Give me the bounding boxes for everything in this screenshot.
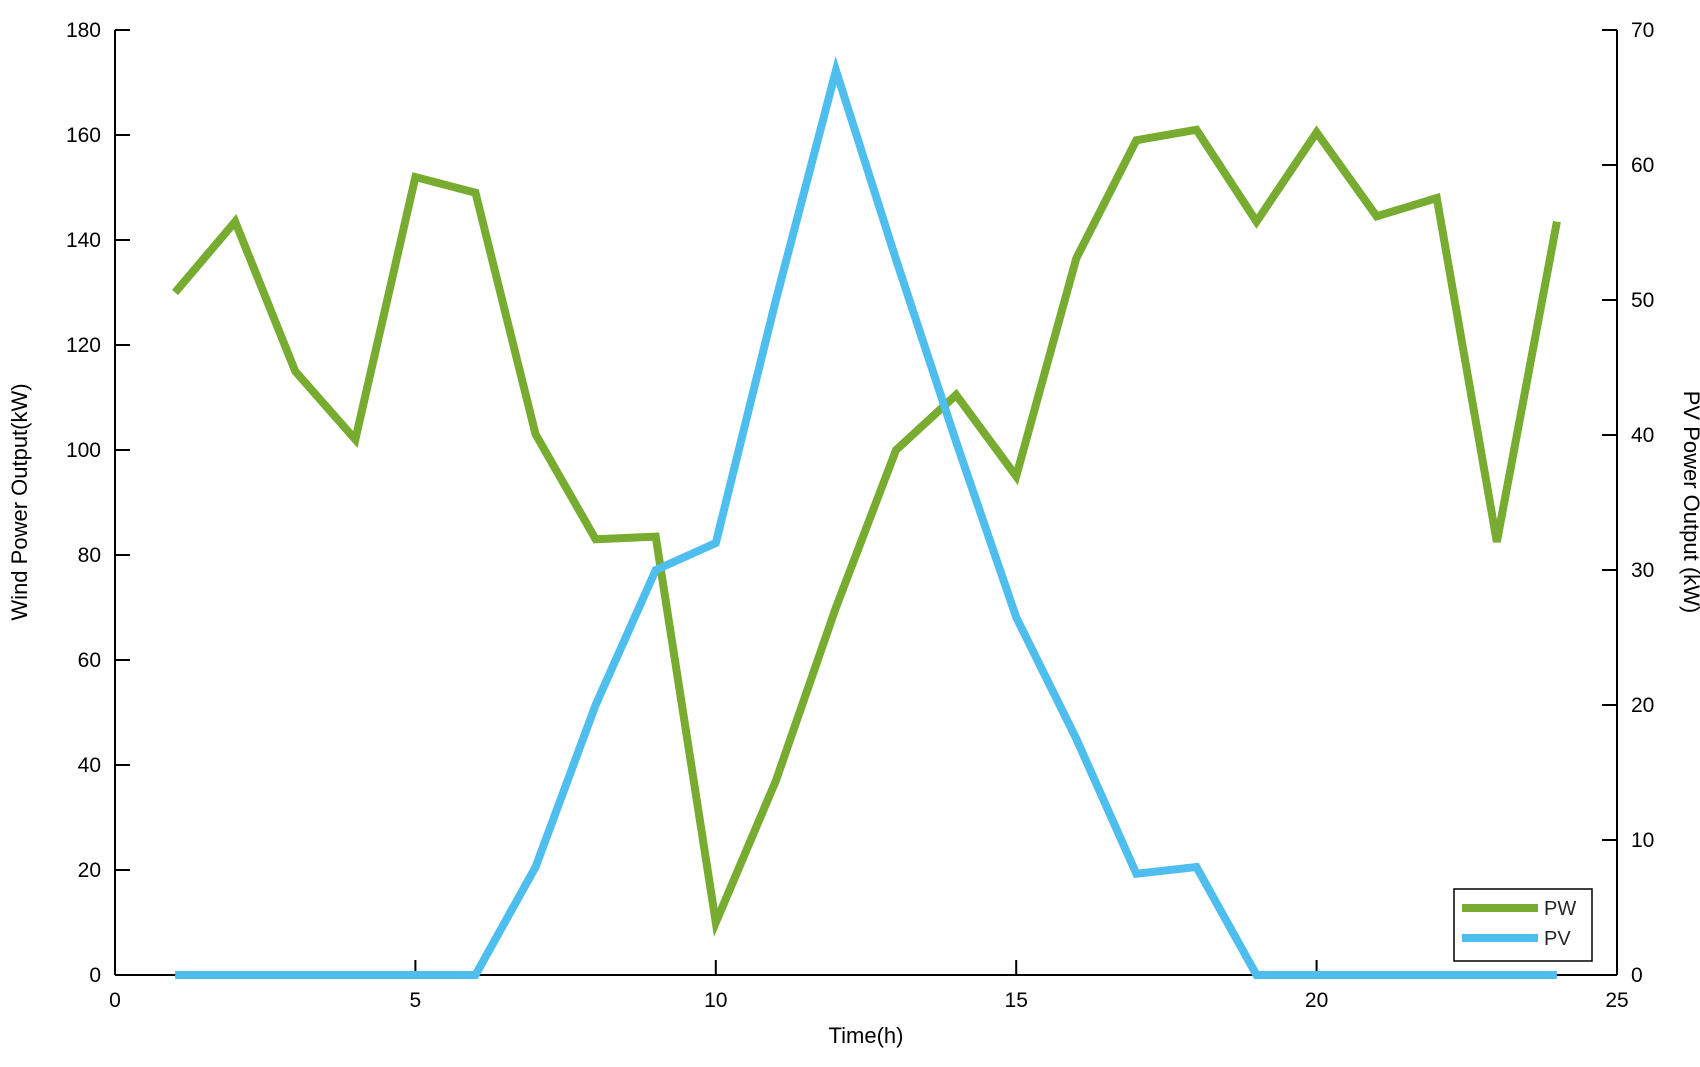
right-y-tick-label: 20 [1631, 694, 1654, 717]
pw-line [172, 125, 1561, 937]
x-tick-label: 20 [1305, 989, 1328, 1012]
right-y-tick-label: 60 [1631, 154, 1654, 177]
right-y-tick-label: 40 [1631, 424, 1654, 447]
x-tick-label: 15 [1005, 989, 1028, 1012]
right-y-axis-label: PV Power Output (kW) [1679, 391, 1700, 614]
left-y-axis-label: Wind Power Output(kW) [7, 383, 32, 620]
x-tick-label: 10 [704, 989, 727, 1012]
right-y-tick-label: 70 [1631, 19, 1654, 42]
left-y-tick-label: 100 [66, 439, 101, 462]
x-tick-label: 5 [410, 989, 422, 1012]
legend-box [1453, 888, 1593, 962]
legend: PW PV [1453, 888, 1593, 962]
left-y-tick-label: 40 [78, 754, 101, 777]
right-y-tick-label: 10 [1631, 829, 1654, 852]
pv-line [175, 56, 1557, 979]
left-y-tick-label: 0 [89, 964, 101, 987]
x-tick-label: 0 [109, 989, 121, 1012]
x-axis-label: Time(h) [829, 1023, 904, 1048]
right-y-tick-label: 50 [1631, 289, 1654, 312]
legend-label-pv: PV [1544, 928, 1571, 950]
right-y-tick-label: 30 [1631, 559, 1654, 582]
left-y-tick-label: 180 [66, 19, 101, 42]
left-y-tick-label: 20 [78, 859, 101, 882]
left-y-tick-label: 60 [78, 649, 101, 672]
plot-area: 0 5 10 15 20 25020406080100120140160180010203… [66, 19, 1654, 1012]
left-y-tick-label: 80 [78, 544, 101, 567]
x-tick-label: 25 [1605, 989, 1628, 1012]
right-y-tick-label: 0 [1631, 964, 1643, 987]
legend-label-pw: PW [1544, 898, 1576, 920]
left-y-tick-label: 160 [66, 124, 101, 147]
left-y-tick-label: 140 [66, 229, 101, 252]
left-y-tick-label: 120 [66, 334, 101, 357]
